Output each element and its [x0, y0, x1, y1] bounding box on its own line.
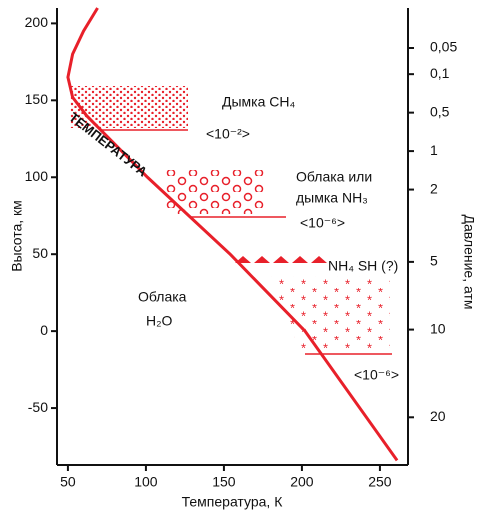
- x-tick-label: 100: [134, 474, 158, 490]
- y-tick-label: 200: [25, 14, 49, 30]
- annotation: Облака: [138, 289, 187, 305]
- y2-axis-label: Давление, атм: [461, 215, 477, 310]
- cloud-layers: [70, 86, 392, 355]
- y2-tick-label: 20: [430, 408, 446, 424]
- y-tick-label: 50: [32, 245, 48, 261]
- y2-tick-label: 1: [430, 142, 438, 158]
- y-tick-label: 150: [25, 91, 49, 107]
- y2-tick-label: 2: [430, 180, 438, 196]
- annotation: <10⁻⁶>: [354, 367, 399, 383]
- annotation: дымка NH₃: [296, 190, 368, 206]
- x-tick-label: 200: [290, 474, 314, 490]
- y-tick-label: -50: [28, 399, 48, 415]
- y2-tick-label: 0,5: [430, 103, 450, 119]
- temperature-line: [66, 7, 399, 462]
- annotation: <10⁻⁶>: [300, 215, 345, 231]
- annotation: NH₄ SH (?): [328, 258, 398, 274]
- x-tick-label: 50: [60, 474, 76, 490]
- x-axis-label: Температура, К: [182, 494, 284, 510]
- x-tick-label: 150: [212, 474, 236, 490]
- annotation: Облака или: [296, 169, 372, 185]
- ch4-haze: [70, 86, 188, 128]
- nh3-clouds: [165, 170, 265, 214]
- y-tick-label: 100: [25, 168, 49, 184]
- y2-tick-label: 0,05: [430, 39, 457, 55]
- annotation: H₂O: [146, 313, 173, 329]
- y2-tick-label: 0,1: [430, 65, 450, 81]
- y2-tick-label: 10: [430, 320, 446, 336]
- x-tick-label: 250: [368, 474, 392, 490]
- y-tick-label: 0: [40, 322, 48, 338]
- annotation: Дымка CH₄: [222, 94, 295, 110]
- y2-tick-label: 5: [430, 253, 438, 269]
- h2o-clouds: [270, 276, 390, 350]
- nh4sh-layer: [235, 256, 327, 263]
- y-axis-label: Высота, км: [9, 200, 25, 272]
- annotation: <10⁻²>: [206, 126, 250, 142]
